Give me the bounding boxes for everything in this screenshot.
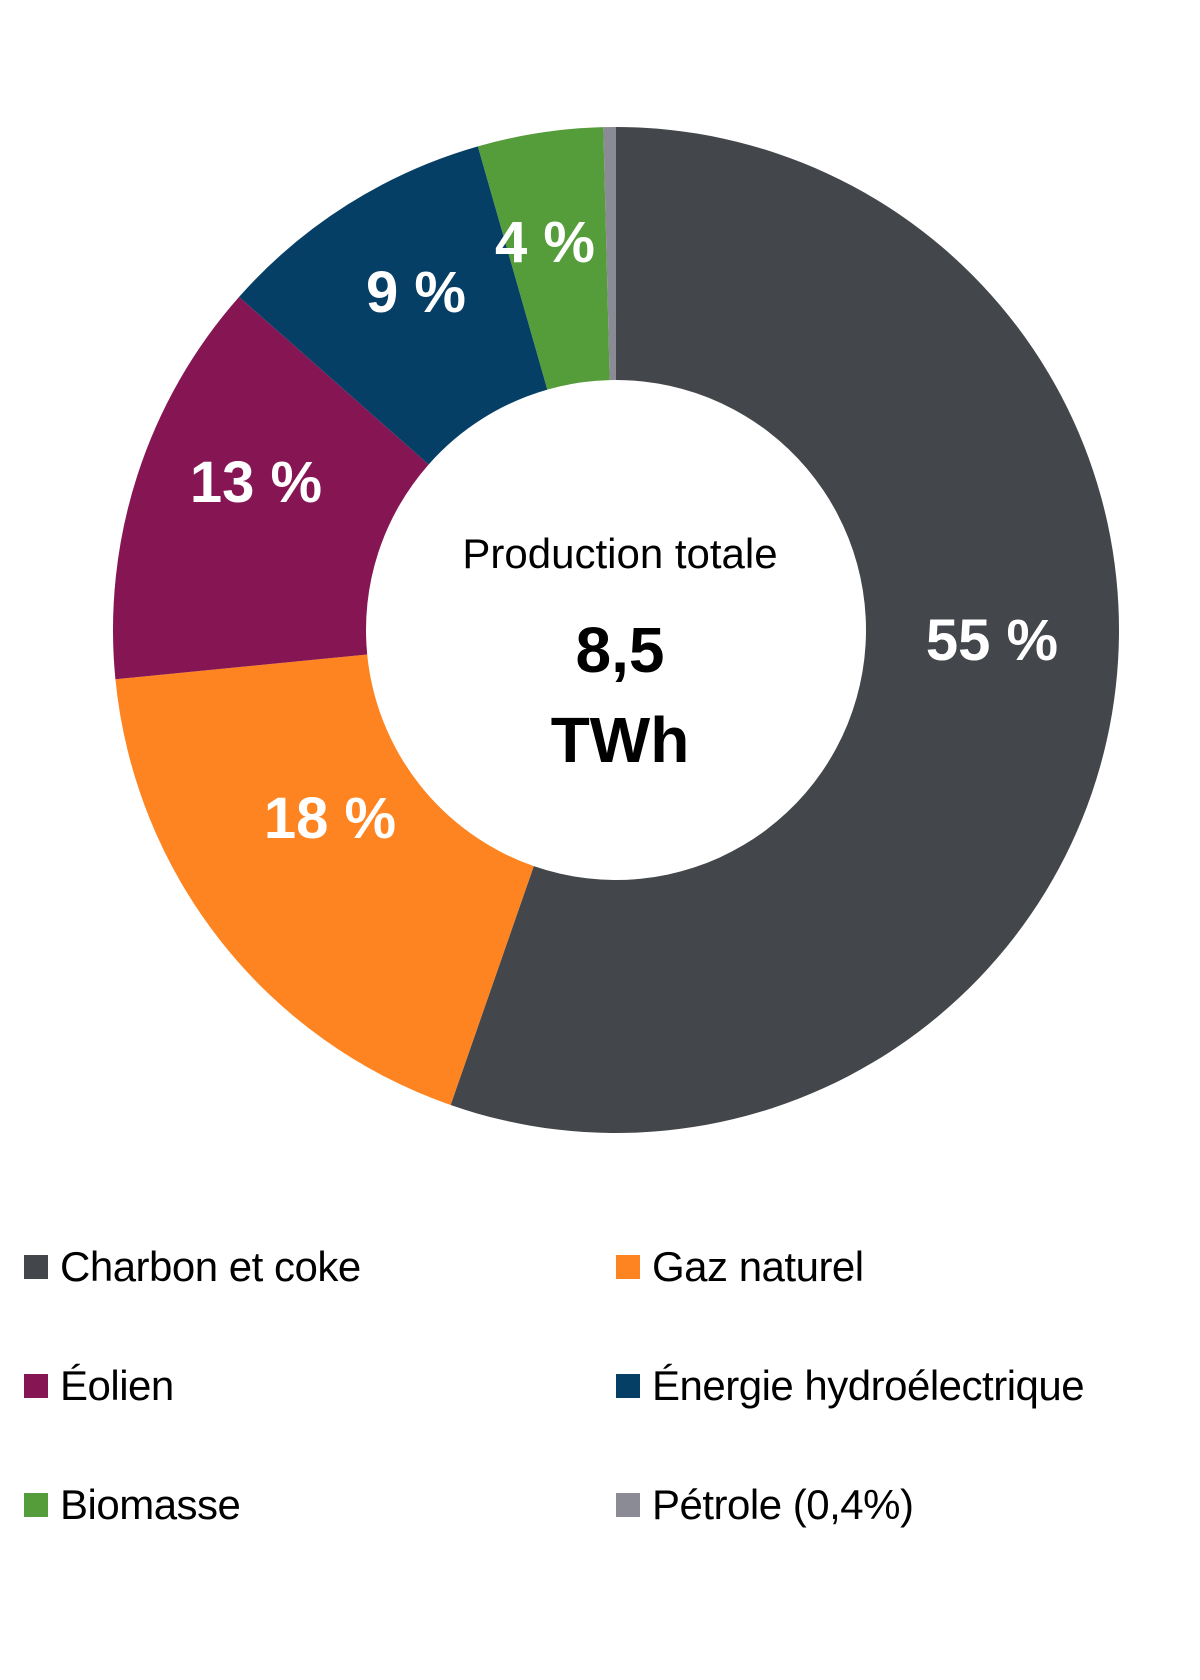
center-title: Production totale — [462, 530, 777, 577]
slice-labels: 55 % 18 % 13 % 9 % 4 % — [190, 210, 1058, 851]
slice-0 — [450, 127, 1119, 1133]
legend-item-petrole: Pétrole (0,4%) — [616, 1475, 914, 1535]
legend-label: Énergie hydroélectrique — [652, 1362, 1085, 1409]
slice-value-label: 55 % — [926, 608, 1058, 673]
slice-value-label: 9 % — [366, 260, 466, 325]
center-unit: TWh — [551, 704, 690, 776]
legend-label: Biomasse — [60, 1481, 241, 1528]
legend-label: Éolien — [60, 1362, 174, 1409]
slice-1 — [115, 654, 534, 1106]
legend-item-eolien: Éolien — [24, 1356, 174, 1416]
legend-swatch — [24, 1493, 48, 1517]
legend-item-biomasse: Biomasse — [24, 1475, 241, 1535]
legend-swatch — [616, 1493, 640, 1517]
slice-value-label: 13 % — [190, 450, 322, 515]
legend-item-charbon: Charbon et coke — [24, 1237, 361, 1297]
legend-swatch — [616, 1374, 640, 1398]
slice-3 — [239, 146, 548, 465]
slice-value-label: 18 % — [264, 786, 396, 851]
legend-label: Gaz naturel — [652, 1243, 864, 1290]
center-value: 8,5 — [576, 614, 665, 686]
legend-item-gaz: Gaz naturel — [616, 1237, 864, 1297]
legend-item-hydro: Énergie hydroélectrique — [616, 1356, 1085, 1416]
slice-4 — [477, 127, 610, 390]
donut-slices — [113, 127, 1119, 1133]
legend-label: Charbon et coke — [60, 1243, 361, 1290]
legend-label: Pétrole (0,4%) — [652, 1481, 914, 1528]
slice-value-label: 4 % — [495, 210, 595, 275]
slice-2 — [113, 296, 429, 680]
donut-chart: 55 % 18 % 13 % 9 % 4 % Production totale 8,5… — [113, 127, 1119, 1133]
legend-swatch — [616, 1255, 640, 1279]
legend-swatch — [24, 1374, 48, 1398]
legend-swatch — [24, 1255, 48, 1279]
slice-5 — [603, 127, 616, 381]
